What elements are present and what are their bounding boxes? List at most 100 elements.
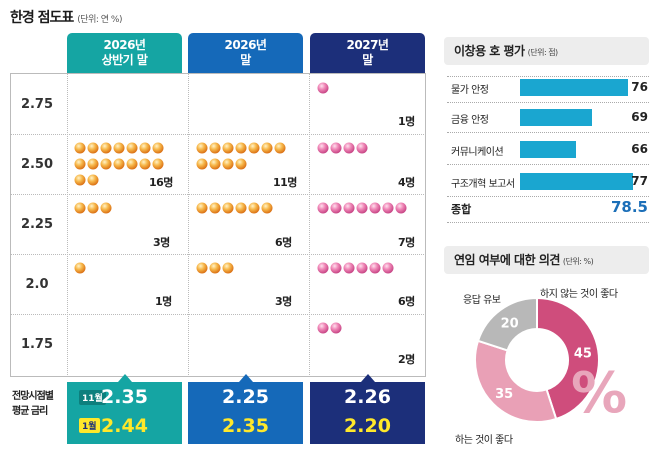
forecast-dot	[317, 202, 329, 214]
month-tag-jan: 1월	[79, 418, 100, 433]
forecast-dot	[100, 142, 112, 154]
column-header-period: 상반기 말	[101, 53, 148, 67]
eval-label: 커뮤니케이션	[451, 147, 504, 158]
average-jan: 2.35	[222, 415, 269, 437]
average-jan: 2.20	[344, 415, 391, 437]
average-nov: 2.26	[344, 386, 391, 408]
column-header-year: 2027년	[346, 38, 389, 52]
dot-chart-title-text: 한경 점도표	[10, 10, 74, 26]
count-label: 1명	[398, 115, 415, 128]
eval-total-value: 78.5	[610, 198, 648, 216]
forecast-dot	[87, 142, 99, 154]
forecast-dot	[356, 262, 368, 274]
count-label: 3명	[275, 295, 292, 308]
donut-value-label: 35	[495, 387, 513, 402]
average-nov: 2.25	[222, 386, 269, 408]
pointer-triangle	[117, 374, 132, 382]
grid-divider	[188, 73, 189, 377]
dot-chart-title: 한경 점도표 (단위: 연 %)	[10, 7, 122, 27]
count-label: 11명	[273, 176, 297, 189]
forecast-dot	[74, 262, 86, 274]
forecast-dot	[74, 174, 86, 186]
donut-slice	[474, 339, 558, 423]
column-header-period: 말	[362, 53, 373, 67]
grid-divider	[67, 73, 68, 377]
forecast-dot	[356, 142, 368, 154]
eval-label: 구조개혁 보고서	[451, 179, 515, 190]
forecast-dot	[330, 142, 342, 154]
forecast-dot	[235, 158, 247, 170]
eval-label: 금융 안정	[451, 115, 489, 126]
eval-divider	[447, 222, 649, 223]
forecast-dot	[248, 202, 260, 214]
forecast-dot	[343, 262, 355, 274]
eval-label: 물가 안정	[451, 85, 489, 96]
forecast-dot	[382, 202, 394, 214]
row-label-2-25: 2.25	[20, 217, 54, 232]
grid-divider	[10, 314, 426, 315]
count-label: 6명	[275, 236, 292, 249]
percent-sign-decoration: %	[571, 361, 628, 426]
forecast-dot	[343, 202, 355, 214]
donut-slice	[476, 296, 538, 352]
donut-section-header: 연임 여부에 대한 의견 (단위: %)	[444, 246, 649, 274]
forecast-dot	[100, 202, 112, 214]
eval-bar	[520, 109, 592, 126]
month-tag-nov: 11월	[79, 390, 106, 405]
donut-label-yes: 하는 것이 좋다	[455, 435, 513, 446]
forecast-dot	[152, 158, 164, 170]
forecast-dot	[222, 142, 234, 154]
pointer-triangle	[238, 374, 253, 382]
forecast-dot	[100, 158, 112, 170]
pointer-triangle	[360, 374, 375, 382]
forecast-dot	[369, 262, 381, 274]
forecast-dot	[222, 202, 234, 214]
average-legend: 전망시점별 평균 금리	[12, 389, 64, 419]
forecast-dot	[113, 142, 125, 154]
donut-label-hold: 응답 유보	[463, 295, 501, 306]
donut-label-no: 하지 않는 것이 좋다	[540, 289, 618, 300]
forecast-dot	[87, 202, 99, 214]
eval-section-header: 이창용 호 평가 (단위: 점)	[444, 37, 649, 65]
forecast-dot	[87, 158, 99, 170]
forecast-dot	[196, 142, 208, 154]
row-label-2-50: 2.50	[20, 157, 54, 172]
forecast-dot	[261, 202, 273, 214]
dot-chart-grid	[10, 73, 426, 377]
forecast-dot	[139, 142, 151, 154]
column-header-2026-end: 2026년 말	[188, 33, 303, 73]
forecast-dot	[235, 142, 247, 154]
column-header-period: 말	[240, 53, 251, 67]
eval-divider	[447, 132, 649, 133]
forecast-dot	[196, 262, 208, 274]
grid-divider	[309, 73, 310, 377]
count-label: 6명	[398, 295, 415, 308]
forecast-dot	[248, 142, 260, 154]
forecast-dot	[330, 202, 342, 214]
count-label: 7명	[398, 236, 415, 249]
forecast-dot	[235, 202, 247, 214]
forecast-dot	[382, 262, 394, 274]
row-label-1-75: 1.75	[20, 337, 54, 352]
column-header-year: 2026년	[103, 38, 146, 52]
forecast-dot	[222, 158, 234, 170]
forecast-dot	[317, 82, 329, 94]
count-label: 4명	[398, 176, 415, 189]
column-header-2026-h1: 2026년 상반기 말	[67, 33, 182, 73]
eval-bar	[520, 173, 633, 190]
eval-bar	[520, 141, 576, 158]
forecast-dot	[330, 322, 342, 334]
forecast-dot	[196, 202, 208, 214]
grid-divider	[10, 194, 426, 195]
donut-value-label: 45	[574, 347, 592, 362]
column-header-2027-end: 2027년 말	[310, 33, 425, 73]
forecast-dot	[343, 142, 355, 154]
forecast-dot	[209, 262, 221, 274]
forecast-dot	[356, 202, 368, 214]
eval-value: 66	[631, 142, 648, 156]
forecast-dot	[317, 142, 329, 154]
average-box-2026-h1: 11월 2.35 1월 2.44	[67, 374, 182, 444]
dot-chart-unit: (단위: 연 %)	[77, 15, 122, 25]
count-label: 2명	[398, 353, 415, 366]
